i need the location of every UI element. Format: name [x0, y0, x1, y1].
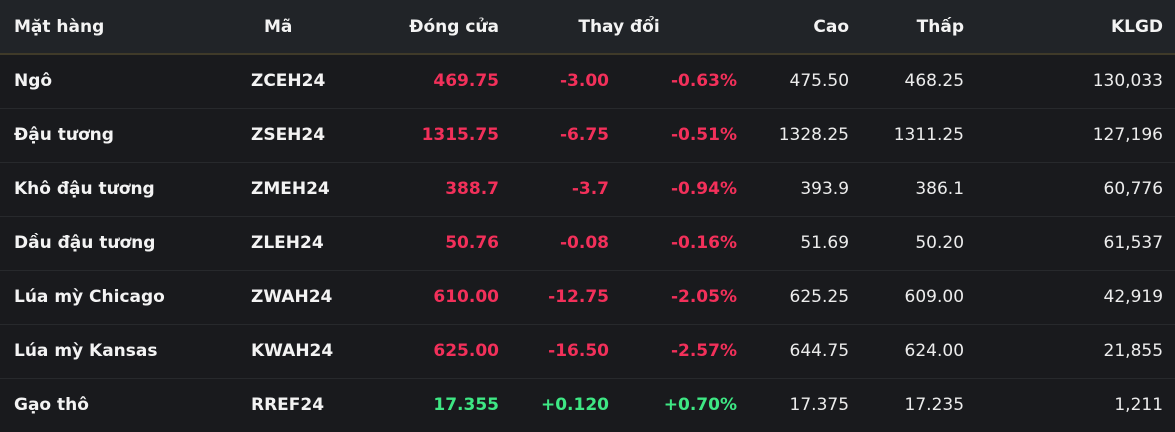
cell-low: 1311.25: [850, 107, 966, 162]
cell-volume: 42,919: [965, 269, 1175, 324]
cell-low: 50.20: [850, 215, 966, 270]
column-header-code: Mã: [250, 0, 370, 55]
cell-high: 644.75: [738, 323, 851, 378]
cell-close: 17.355: [370, 377, 500, 432]
cell-change: -3.00: [560, 71, 609, 92]
cell-close: 388.7: [370, 161, 500, 216]
cell-low: 624.00: [850, 323, 966, 378]
table-row[interactable]: Lúa mỳ Kansas KWAH24 625.00 -16.50 -2.57…: [0, 323, 1175, 378]
cell-close: 610.00: [370, 269, 500, 324]
cell-change: -12.75: [500, 269, 610, 324]
cell-volume: 130,033: [1092, 71, 1164, 92]
cell-change-pct: +0.70%: [610, 377, 739, 432]
cell-low: 468.25: [904, 71, 965, 92]
table-header: Mặt hàng Mã Đóng cửa Thay đổi Cao Thấp K…: [0, 0, 1175, 55]
cell-change: +0.120: [500, 377, 610, 432]
cell-change-pct: -2.05%: [610, 269, 739, 324]
table-row[interactable]: Gạo thô RREF24 17.355 +0.120 +0.70% 17.3…: [0, 377, 1175, 432]
cell-volume: 60,776: [965, 161, 1175, 216]
cell-item: Lúa mỳ Chicago: [0, 269, 250, 324]
column-header-item: Mặt hàng: [0, 0, 250, 55]
cell-item: Ngô: [14, 71, 53, 92]
cell-high: 17.375: [738, 377, 851, 432]
cell-change-pct: -0.63%: [670, 71, 738, 92]
table-row[interactable]: Ngô ZCEH24 469.75 -3.00 -0.63% 475.50 46…: [0, 54, 1175, 108]
cell-item: Đậu tương: [0, 107, 250, 162]
cell-volume: 61,537: [965, 215, 1175, 270]
cell-item: Gạo thô: [0, 377, 250, 432]
cell-code: ZWAH24: [250, 269, 370, 324]
cell-close: 625.00: [370, 323, 500, 378]
cell-item: Khô đậu tương: [0, 161, 250, 216]
cell-low: 17.235: [850, 377, 966, 432]
cell-low: 609.00: [850, 269, 966, 324]
cell-low: 386.1: [850, 161, 966, 216]
table-row[interactable]: Đậu tương ZSEH24 1315.75 -6.75 -0.51% 13…: [0, 107, 1175, 162]
table-row[interactable]: Khô đậu tương ZMEH24 388.7 -3.7 -0.94% 3…: [0, 161, 1175, 216]
cell-change-pct: -0.94%: [610, 161, 739, 216]
column-header-low: Thấp: [850, 0, 966, 55]
cell-close: 469.75: [433, 71, 499, 92]
cell-code: ZSEH24: [250, 107, 370, 162]
column-header-change: Thay đổi: [500, 0, 739, 55]
cell-code: ZMEH24: [250, 161, 370, 216]
cell-high: 51.69: [738, 215, 851, 270]
cell-change-pct: -0.16%: [610, 215, 739, 270]
cell-volume: 127,196: [965, 107, 1175, 162]
cell-code: KWAH24: [250, 323, 370, 378]
cell-high: 1328.25: [738, 107, 851, 162]
cell-high: 475.50: [789, 71, 850, 92]
cell-volume: 21,855: [965, 323, 1175, 378]
header-row: Mặt hàng Mã Đóng cửa Thay đổi Cao Thấp K…: [0, 0, 1175, 55]
cell-high: 393.9: [738, 161, 851, 216]
table-body: Ngô ZCEH24 469.75 -3.00 -0.63% 475.50 46…: [0, 54, 1175, 432]
cell-change: -6.75: [500, 107, 610, 162]
cell-code: ZCEH24: [251, 71, 326, 92]
cell-change: -3.7: [500, 161, 610, 216]
cell-item: Lúa mỳ Kansas: [0, 323, 250, 378]
cell-change-pct: -2.57%: [610, 323, 739, 378]
cell-close: 50.76: [370, 215, 500, 270]
column-header-high: Cao: [738, 0, 851, 55]
column-header-close: Đóng cửa: [370, 0, 500, 55]
table-row[interactable]: Dầu đậu tương ZLEH24 50.76 -0.08 -0.16% …: [0, 215, 1175, 270]
cell-code: ZLEH24: [250, 215, 370, 270]
table-row[interactable]: Lúa mỳ Chicago ZWAH24 610.00 -12.75 -2.0…: [0, 269, 1175, 324]
column-header-volume: KLGD: [965, 0, 1175, 55]
cell-change: -16.50: [500, 323, 610, 378]
cell-item: Dầu đậu tương: [0, 215, 250, 270]
cell-change: -0.08: [500, 215, 610, 270]
cell-high: 625.25: [738, 269, 851, 324]
cell-code: RREF24: [250, 377, 370, 432]
cell-volume: 1,211: [965, 377, 1175, 432]
cell-change-pct: -0.51%: [610, 107, 739, 162]
cell-close: 1315.75: [370, 107, 500, 162]
